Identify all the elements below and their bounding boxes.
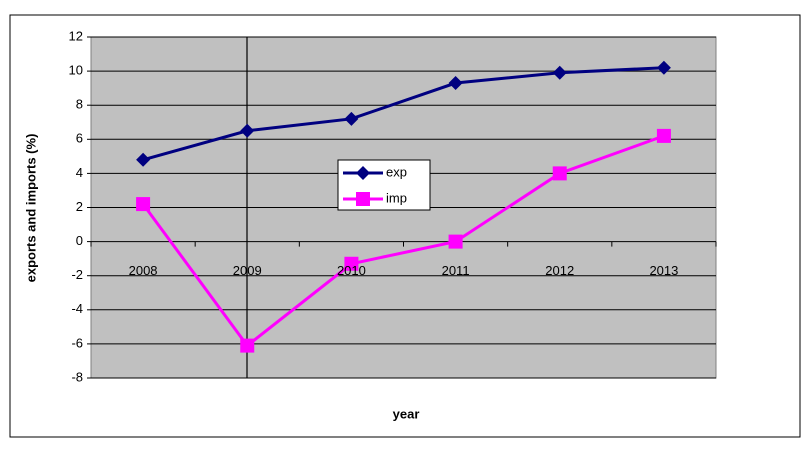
- x-tick-label: 2013: [649, 263, 678, 278]
- y-tick-label: 6: [76, 131, 83, 146]
- x-tick-label: 2012: [545, 263, 574, 278]
- legend-label: exp: [386, 164, 407, 179]
- x-tick-label: 2008: [129, 263, 158, 278]
- point: [240, 123, 255, 138]
- point: [356, 166, 370, 180]
- y-tick-label: 4: [76, 165, 83, 180]
- y-tick-label: -2: [71, 267, 83, 282]
- y-tick-label: -4: [71, 301, 83, 316]
- point: [344, 111, 359, 126]
- y-tick-label: 10: [69, 63, 83, 78]
- series-line: [142, 66, 664, 162]
- point: [356, 192, 370, 206]
- legend: [337, 159, 431, 211]
- y-tick-label: -8: [71, 369, 83, 384]
- point: [136, 152, 151, 167]
- point: [656, 128, 671, 143]
- point: [344, 256, 359, 271]
- point: [448, 76, 463, 91]
- y-tick-label: 8: [76, 97, 83, 112]
- point: [240, 338, 255, 353]
- point: [448, 234, 463, 249]
- point: [656, 60, 671, 75]
- point: [552, 65, 567, 80]
- y-tick-label: 2: [76, 199, 83, 214]
- x-tick-label: 2011: [442, 263, 470, 278]
- y-tick-label: -6: [71, 335, 83, 350]
- x-tick-label: 2009: [233, 263, 262, 278]
- y-axis-title: exports and imports (%): [23, 134, 38, 283]
- legend-label: imp: [386, 190, 407, 205]
- x-axis-title: year: [393, 406, 420, 421]
- series-line: [141, 134, 665, 348]
- x-tick-label: 2010: [337, 263, 366, 278]
- y-tick-label: 12: [69, 28, 83, 43]
- point: [136, 197, 151, 212]
- point: [552, 166, 567, 181]
- y-tick-label: 0: [76, 233, 83, 248]
